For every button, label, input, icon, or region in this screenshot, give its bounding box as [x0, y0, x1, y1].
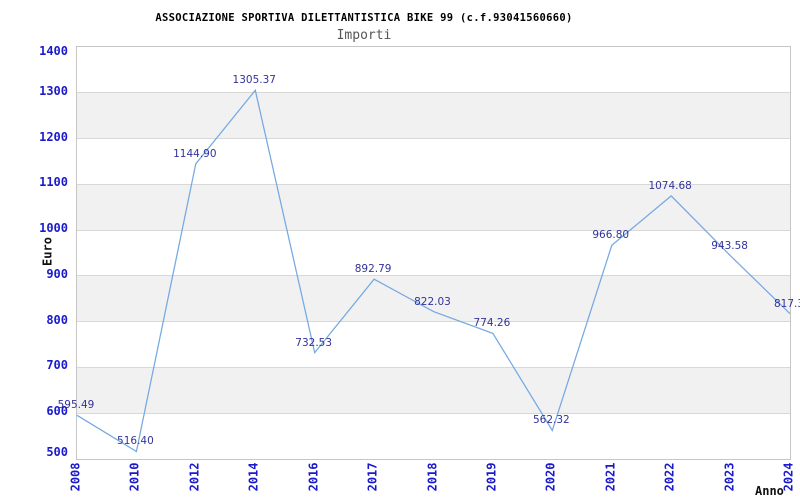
chart-subheader: Importi: [0, 24, 728, 43]
x-tick-label: 2008: [68, 462, 83, 492]
y-tick-label: 700: [46, 358, 68, 373]
y-tick-label: 1400: [39, 44, 68, 58]
chart-subtitle: Importi: [336, 28, 392, 43]
chart-header: ASSOCIAZIONE SPORTIVA DILETTANTISTICA BI…: [0, 6, 728, 25]
data-label: 892.79: [354, 263, 392, 276]
grid-line: [77, 275, 790, 277]
y-tick-label: 1100: [39, 175, 68, 190]
y-tick-label: 1300: [39, 83, 68, 98]
grid-line: [77, 138, 790, 140]
y-tick-label: 600: [46, 404, 68, 419]
grid-line: [77, 321, 790, 323]
data-label: 774.26: [473, 317, 511, 330]
x-tick-label: 2016: [306, 462, 321, 492]
y-tick-label: 800: [46, 312, 68, 327]
y-tick-label: 900: [46, 266, 68, 281]
x-tick-label: 2019: [484, 462, 499, 492]
data-label: 562.32: [532, 414, 570, 427]
chart-title: ASSOCIAZIONE SPORTIVA DILETTANTISTICA BI…: [155, 12, 573, 24]
x-tick-label: 2022: [662, 462, 677, 492]
series-svg: [76, 88, 791, 453]
data-label: 732.53: [295, 336, 333, 349]
y-tick-label: 1200: [39, 129, 68, 144]
grid-line: [77, 412, 790, 414]
y-tick-label: 500: [46, 445, 68, 459]
data-label: 943.58: [711, 239, 748, 252]
x-tick-label: 2024: [781, 462, 796, 492]
data-label: 822.03: [414, 295, 451, 308]
data-label: 595.49: [57, 399, 95, 412]
x-tick-label: 2020: [543, 462, 558, 492]
data-label: 1074.68: [648, 179, 692, 192]
x-axis-title: Anno: [755, 484, 784, 498]
data-label: 817.3: [773, 297, 800, 310]
x-tick-label: 2012: [187, 462, 202, 492]
data-label: 516.40: [117, 435, 154, 448]
plot-area: [76, 46, 791, 460]
grid-line: [77, 366, 790, 368]
x-tick-label: 2014: [246, 462, 261, 492]
x-tick-label: 2021: [603, 462, 618, 492]
grid-line: [77, 183, 790, 185]
data-label: 966.80: [592, 229, 630, 242]
x-tick-label: 2023: [722, 462, 737, 492]
x-tick-label: 2017: [365, 462, 380, 492]
data-label: 1305.37: [232, 74, 276, 87]
grid-line: [77, 229, 790, 231]
y-axis-title: Euro: [40, 237, 55, 266]
grid-line: [77, 92, 790, 94]
series-line: [76, 88, 791, 453]
x-tick-label: 2018: [425, 462, 439, 492]
y-tick-label: 1000: [39, 221, 68, 236]
x-tick-label: 2010: [127, 462, 142, 492]
data-label: 1144.90: [173, 147, 217, 160]
